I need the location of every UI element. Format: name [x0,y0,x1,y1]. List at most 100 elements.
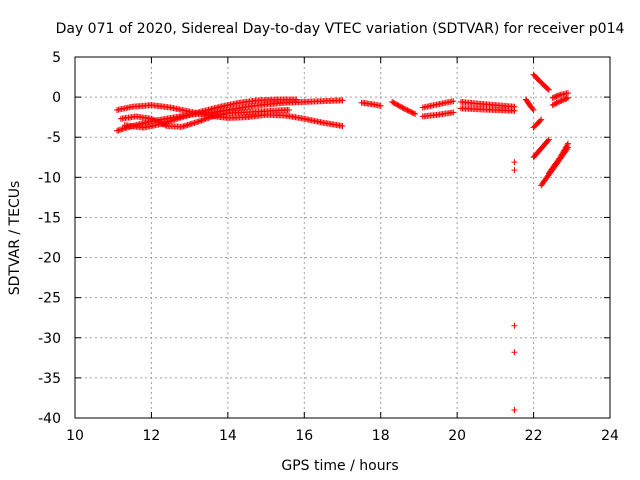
data-point [389,98,396,105]
series-track-j [457,105,518,114]
series-track-h [419,109,457,120]
data-point [550,94,557,101]
data-point [511,159,518,166]
series-track-n [549,94,571,109]
data-point [195,118,202,125]
data-point [556,98,563,105]
data-point [558,97,565,104]
data-point [409,109,416,116]
series-track-d [121,96,300,131]
data-point [208,113,215,120]
y-tick-label: -40 [38,411,61,427]
data-point [198,117,205,124]
data-point [197,117,204,124]
plot-frame [74,56,611,419]
data-point [530,106,537,113]
data-point [557,98,564,105]
data-point [148,115,155,122]
y-tick-label: -20 [38,251,61,267]
series-track-e [358,99,384,109]
data-point [529,105,536,112]
y-tick-label: -10 [38,170,61,186]
data-point [511,107,518,114]
x-axis-label: GPS time / hours [281,458,398,474]
x-axis-ticks: 10 12 14 16 18 20 22 24 [66,57,619,444]
y-tick-label: -5 [47,130,61,146]
data-point [550,101,557,108]
data-point [450,109,457,116]
data-point [339,122,346,129]
data-point [554,92,561,99]
data-point [511,167,518,174]
series-track-p [530,116,545,131]
y-axis-ticks: 5 0 -5 -10 -15 -20 -25 -30 -35 -40 [38,50,610,427]
data-point [403,106,410,113]
data-point [559,97,566,104]
data-point [561,96,568,103]
x-tick-label: 24 [601,428,619,444]
data-point [408,109,415,116]
series-track-o [530,136,552,161]
data-point [564,142,571,149]
data-point [412,110,419,117]
x-tick-label: 14 [219,428,237,444]
x-tick-label: 10 [66,428,84,444]
data-point [549,94,556,101]
x-tick-label: 18 [372,428,390,444]
data-point [554,99,561,106]
series-outliers [511,159,518,413]
data-point [552,93,559,100]
data-point [538,116,545,123]
x-tick-label: 22 [525,428,543,444]
data-point [450,98,457,105]
data-point [400,105,407,112]
data-point [549,102,556,109]
series-track-r [545,140,571,177]
data-point [511,406,518,413]
y-tick-label: -35 [38,371,61,387]
x-tick-label: 12 [143,428,161,444]
series-track-l [530,71,552,93]
data-point [151,117,158,124]
data-point [390,99,397,106]
chart-title: Day 071 of 2020, Sidereal Day-to-day VTE… [56,21,625,37]
data-point [395,102,402,109]
data-point [393,101,399,108]
data-point [545,86,552,93]
data-point [377,102,384,109]
data-point [553,93,560,100]
data-point [394,101,401,108]
y-tick-label: -30 [38,331,61,347]
data-point [407,108,414,115]
x-tick-label: 16 [295,428,313,444]
data-point [553,100,560,107]
data-point [564,140,571,147]
series-track-g [419,98,457,111]
series-track-f [389,98,419,117]
series-track-k [522,96,537,113]
data-point [398,103,405,110]
data-point [562,95,569,102]
data-point [511,322,518,329]
data-point [286,106,292,113]
data-point [563,95,570,102]
data-point [293,96,300,103]
data-point [396,103,403,110]
data-point [201,116,208,123]
data-point [194,118,201,125]
data-point [202,115,209,122]
data-point [552,100,559,107]
series-track-c [117,106,292,130]
y-tick-label: -15 [38,210,61,226]
data-point [564,94,571,101]
data-point [545,136,552,143]
data-point [405,107,412,114]
data-points [114,71,571,413]
series-track-m [549,90,571,101]
data-point [404,107,411,114]
data-point [391,100,398,107]
data-point [199,116,206,123]
data-point [204,115,211,122]
